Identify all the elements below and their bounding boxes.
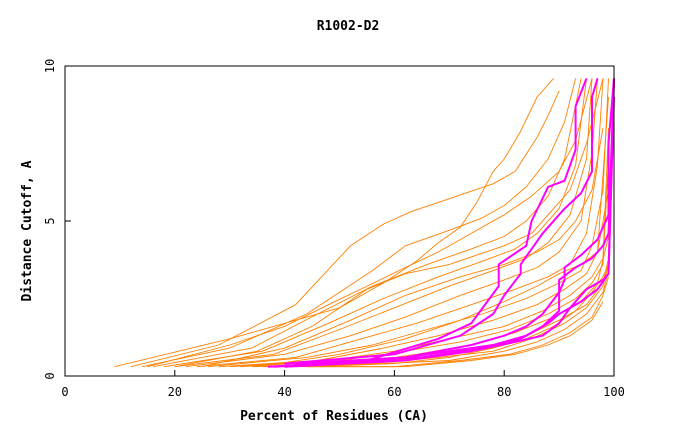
x-axis-label: Percent of Residues (CA) bbox=[240, 409, 428, 424]
series-line-orange-05 bbox=[163, 78, 587, 368]
series-line-orange-23 bbox=[312, 264, 609, 368]
x-tick-label: 20 bbox=[168, 385, 182, 399]
y-tick-label: 0 bbox=[43, 372, 57, 379]
series-line-orange-10 bbox=[218, 96, 609, 368]
series-line-orange-08 bbox=[196, 78, 604, 368]
series-line-orange-03 bbox=[141, 78, 577, 368]
series-line-magenta-5 bbox=[273, 78, 615, 368]
x-tick-label: 80 bbox=[497, 385, 511, 399]
series-line-orange-22 bbox=[147, 78, 593, 368]
x-tick-label: 60 bbox=[387, 385, 401, 399]
series-line-magenta-6 bbox=[284, 96, 615, 368]
y-axis-label: Distance Cutoff, A bbox=[20, 160, 35, 301]
x-tick-label: 0 bbox=[61, 385, 68, 399]
series-line-orange-06 bbox=[174, 78, 593, 368]
y-tick-label: 5 bbox=[43, 217, 57, 224]
series-line-orange-18 bbox=[306, 301, 604, 368]
series-line-orange-21 bbox=[257, 189, 609, 368]
chart-title: R1002-D2 bbox=[317, 19, 380, 34]
tick-group: 0 20 40 60 80 100 0 5 10 bbox=[43, 59, 625, 399]
series-line-magenta-2 bbox=[284, 78, 599, 365]
series-line-orange-09 bbox=[207, 78, 609, 368]
series-line-orange-04 bbox=[152, 78, 582, 368]
series-line-magenta-4 bbox=[312, 78, 615, 365]
series-line-magenta-1 bbox=[268, 78, 588, 368]
series-line-orange-11 bbox=[229, 127, 609, 368]
series-line-magenta-3 bbox=[295, 78, 615, 365]
curve-group bbox=[114, 78, 615, 368]
y-tick-label: 10 bbox=[43, 59, 57, 73]
x-tick-label: 100 bbox=[603, 385, 625, 399]
series-line-orange-20 bbox=[202, 127, 604, 368]
series-line-orange-19 bbox=[174, 78, 604, 368]
series-line-orange-12 bbox=[240, 158, 609, 368]
series-line-orange-07 bbox=[185, 78, 598, 368]
series-line-orange-17 bbox=[295, 276, 609, 368]
series-line-orange-02 bbox=[130, 90, 560, 368]
series-line-orange-01 bbox=[114, 78, 554, 368]
x-tick-label: 40 bbox=[277, 385, 291, 399]
